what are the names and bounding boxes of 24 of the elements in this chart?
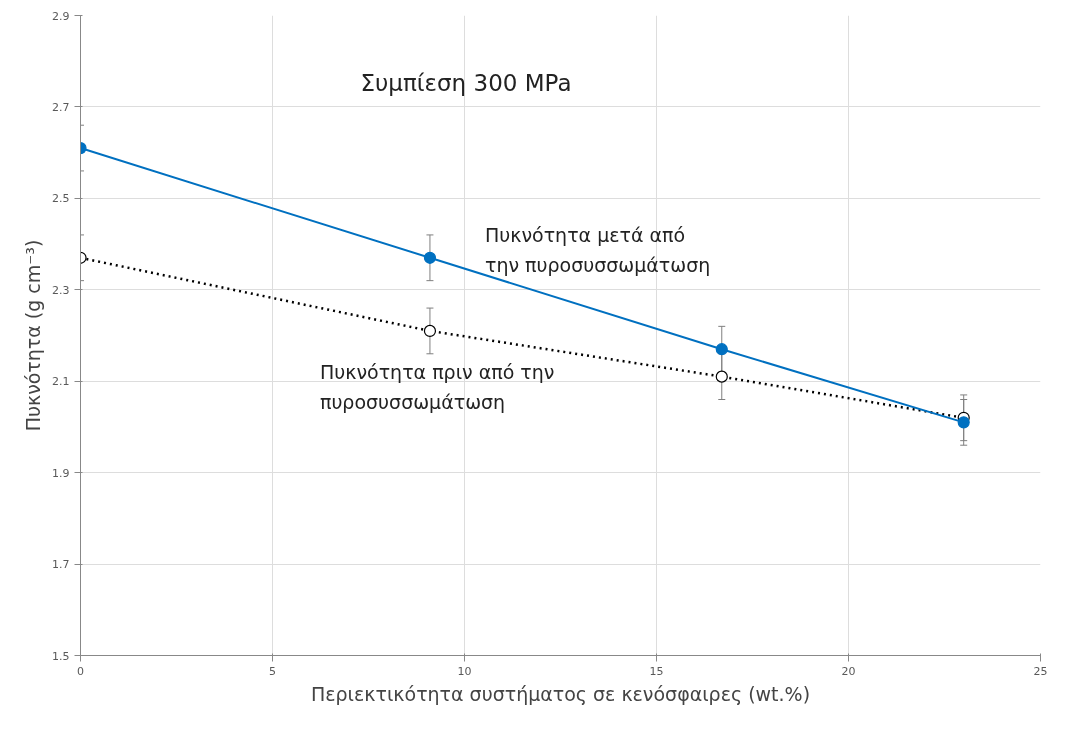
x-tick-label: 10 xyxy=(457,664,472,678)
y-tick-label: 1.5 xyxy=(52,649,70,663)
point xyxy=(715,343,728,356)
y-tick-label: 2.7 xyxy=(52,100,70,114)
x-tick-label: 15 xyxy=(649,664,664,678)
y-tick-label: 1.7 xyxy=(52,558,70,572)
point xyxy=(423,324,437,338)
y-tick-label: 2.3 xyxy=(52,283,70,297)
series-label: Πυκνότητα μετά από την πυροσυσσωμάτωση xyxy=(484,223,711,276)
point xyxy=(957,416,970,429)
x-tick-label: 5 xyxy=(269,664,276,678)
y-axis-title: Πυκνότητα (g cm⁻³) xyxy=(22,239,45,432)
point xyxy=(715,370,728,383)
y-tick-label: 2.5 xyxy=(52,192,70,206)
text: Συμπίεση 300 MPa xyxy=(360,69,572,96)
x-tick-label: 20 xyxy=(841,664,856,678)
y-tick-label: 2.9 xyxy=(52,9,70,23)
y-tick-label: 2.1 xyxy=(52,375,70,389)
point xyxy=(423,251,437,264)
x-tick-label: 25 xyxy=(1033,664,1048,678)
x-tick-label: 0 xyxy=(77,664,84,678)
y-tick-label: 1.9 xyxy=(52,466,70,480)
series-label: Πυκνότητα πριν από την πυροσυσσωμάτωση xyxy=(319,360,555,413)
x-axis-title: Περιεκτικότητα συστήματος σε κενόσφαιρες (wt.%) xyxy=(310,682,811,705)
